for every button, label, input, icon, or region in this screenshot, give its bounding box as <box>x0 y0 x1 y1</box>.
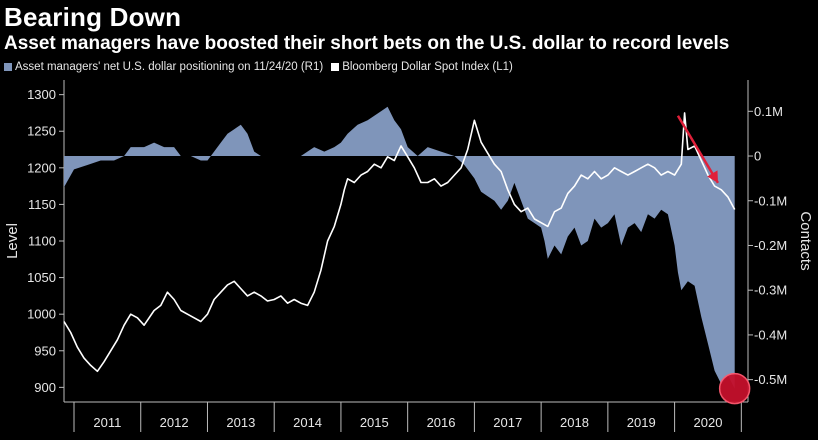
chart-subtitle: Asset managers have boosted their short … <box>4 33 730 54</box>
x-tick-label: 2014 <box>293 415 322 430</box>
legend-swatch-index <box>331 63 340 71</box>
legend-item-index: Bloomberg Dollar Spot Index (L1) <box>331 61 513 73</box>
left-tick-label: 950 <box>34 343 56 358</box>
right-tick-label: -0.4M <box>754 327 787 342</box>
left-tick-label: 1200 <box>27 160 56 175</box>
right-tick-label: -0.1M <box>754 193 787 208</box>
right-tick-label: 0.1M <box>754 104 783 119</box>
series-line-dollar-index <box>63 112 736 373</box>
legend-label-positioning: Asset managers' net U.S. dollar position… <box>15 61 324 73</box>
x-tick-label: 2012 <box>160 415 189 430</box>
trend-arrow-shaft <box>676 115 720 184</box>
record-low-marker <box>718 372 751 405</box>
left-tick-label: 1300 <box>27 87 56 102</box>
left-tick-label: 1000 <box>27 307 56 322</box>
left-tick-label: 1250 <box>27 124 56 139</box>
x-tick-label: 2018 <box>560 415 589 430</box>
left-tick-label: 1050 <box>27 270 56 285</box>
x-tick-label: 2016 <box>427 415 456 430</box>
x-tick-label: 2020 <box>694 415 723 430</box>
right-tick-label: -0.5M <box>754 372 787 387</box>
right-tick-label: -0.2M <box>754 238 787 253</box>
legend-label-index: Bloomberg Dollar Spot Index (L1) <box>342 61 513 73</box>
x-tick-label: 2011 <box>93 415 121 430</box>
legend-item-positioning: Asset managers' net U.S. dollar position… <box>4 61 323 73</box>
chart-legend: Asset managers' net U.S. dollar position… <box>4 61 521 73</box>
right-tick-label: 0 <box>754 149 761 164</box>
left-tick-label: 1150 <box>28 197 56 212</box>
x-tick-label: 2019 <box>627 415 656 430</box>
right-tick-label: -0.3M <box>754 283 787 298</box>
x-tick-label: 2017 <box>493 415 522 430</box>
right-axis-title: Contacts <box>797 211 814 270</box>
x-tick-label: 2015 <box>360 415 389 430</box>
x-tick-label: 2013 <box>226 415 255 430</box>
left-axis-title: Level <box>4 223 21 259</box>
chart-title: Bearing Down <box>4 2 182 32</box>
left-tick-label: 900 <box>34 380 56 395</box>
legend-swatch-positioning <box>4 63 12 71</box>
series-area-positioning <box>64 106 735 389</box>
left-tick-label: 1100 <box>28 234 56 249</box>
trend-arrow-head <box>707 170 718 183</box>
